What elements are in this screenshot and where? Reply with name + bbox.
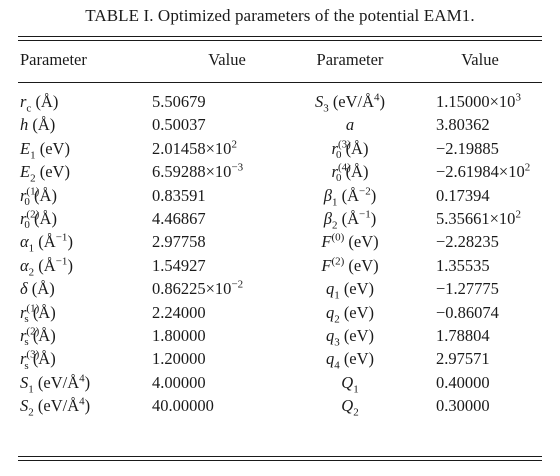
table-row: S1 (eV/Å4) 4.00000 Q1 0.40000 (18, 371, 542, 395)
header-parameter-1: Parameter (20, 50, 87, 69)
table-row: r(1)0 (Å) 0.83591 β1 (Å−2) 0.17394 (18, 184, 542, 208)
table-row: α1 (Å−1) 2.97758 F(0) (eV) −2.28235 (18, 230, 542, 255)
parameter-cell: S3 (eV/Å4) (314, 91, 386, 115)
table-body: rc (Å) 5.50679 S3 (eV/Å4) 1.15000×103 h (Å) 0… (18, 90, 542, 419)
value-cell: 4.00000 (152, 372, 206, 392)
parameter-cell: β2 (Å−1) (323, 208, 377, 232)
value-cell: 0.30000 (436, 396, 490, 416)
value-cell: 5.35661×102 (436, 208, 521, 228)
bottom-rule (18, 460, 542, 461)
header-value-2: Value (461, 50, 499, 69)
parameter-cell: q2 (eV) (325, 302, 375, 325)
table-row: S2 (eV/Å4) 40.00000 Q2 0.30000 (18, 394, 542, 419)
value-cell: 40.00000 (152, 396, 214, 416)
table-row: α2 (Å−1) 1.54927 F(2) (eV) 1.35535 (18, 254, 542, 279)
header-value-1: Value (208, 50, 246, 69)
parameter-cell: α1 (Å−1) (20, 231, 73, 255)
parameter-cell: E2 (eV) (20, 162, 70, 185)
table-row: δ (Å) 0.86225×10−2 q1 (eV) −1.27775 (18, 277, 542, 302)
header-parameter-2: Parameter (316, 50, 384, 69)
parameter-cell: r(1)s (Å) (20, 302, 56, 325)
table-caption: TABLE I. Optimized parameters of the pot… (85, 6, 475, 25)
value-cell: 1.35535 (436, 255, 490, 275)
parameter-cell: r(2)s (Å) (20, 325, 56, 349)
parameter-cell: q3 (eV) (325, 325, 375, 349)
value-cell: 1.80000 (152, 325, 206, 345)
parameter-cell: q4 (eV) (325, 349, 375, 372)
value-cell: 6.59288×10−3 (152, 161, 244, 182)
value-cell: 5.50679 (152, 92, 206, 111)
value-cell: 1.54927 (152, 255, 206, 275)
parameter-cell: F(2) (eV) (321, 255, 379, 275)
header-rule (18, 82, 542, 83)
parameter-cell: h (Å) (20, 115, 56, 135)
value-cell: −2.61984×102 (436, 161, 531, 182)
parameter-cell: S2 (eV/Å4) (20, 395, 91, 419)
parameter-cell: β1 (Å−2) (323, 185, 377, 208)
parameter-cell: rc (Å) (20, 92, 59, 115)
value-cell: 1.15000×103 (436, 91, 521, 111)
table-row: E1 (eV) 2.01458×102 r(3)0 (Å) −2.19885 (18, 137, 542, 162)
value-cell: 0.40000 (436, 372, 490, 392)
value-cell: 3.80362 (436, 115, 490, 135)
parameter-cell: F(0) (eV) (321, 231, 379, 252)
value-cell: −2.19885 (436, 138, 499, 158)
value-cell: 0.17394 (436, 185, 490, 205)
parameter-cell: a (345, 115, 355, 135)
value-cell: −0.86074 (436, 302, 499, 322)
parameter-cell: S1 (eV/Å4) (20, 372, 91, 395)
parameter-cell: α2 (Å−1) (20, 255, 73, 279)
table-row: r(2)s (Å) 1.80000 q3 (eV) 1.78804 (18, 324, 542, 349)
parameter-cell: E1 (eV) (20, 138, 70, 162)
bottom-rule-inner (18, 456, 542, 457)
parameter-cell: r(3)0 (Å) (331, 138, 369, 162)
top-rule-inner (18, 40, 542, 41)
parameter-cell: r(4)0 (Å) (331, 161, 369, 185)
value-cell: 2.97758 (152, 232, 206, 252)
table-row: r(1)s (Å) 2.24000 q2 (eV) −0.86074 (18, 301, 542, 325)
parameter-cell: δ (Å) (20, 279, 55, 299)
value-cell: 0.83591 (152, 185, 206, 205)
value-cell: 0.86225×10−2 (152, 278, 244, 299)
value-cell: 1.78804 (436, 325, 490, 345)
top-rule (18, 36, 542, 37)
parameter-cell: Q2 (341, 396, 359, 419)
table-row: r(2)0 (Å) 4.46867 β2 (Å−1) 5.35661×102 (18, 207, 542, 232)
value-cell: 1.20000 (152, 349, 206, 369)
value-cell: −2.28235 (436, 232, 499, 252)
table-row: r(3)s (Å) 1.20000 q4 (eV) 2.97571 (18, 347, 542, 372)
parameter-cell: r(2)0 (Å) (20, 208, 57, 232)
parameter-cell: q1 (eV) (325, 279, 375, 302)
value-cell: 2.97571 (436, 349, 490, 369)
value-cell: 4.46867 (152, 208, 206, 228)
header-row: Parameter Value Parameter Value (18, 47, 542, 73)
value-cell: 2.24000 (152, 302, 206, 322)
value-cell: 0.50037 (152, 115, 206, 135)
table-row: rc (Å) 5.50679 S3 (eV/Å4) 1.15000×103 (18, 90, 542, 115)
parameter-cell: r(3)s (Å) (20, 348, 56, 372)
table-row: h (Å) 0.50037 a 3.80362 (18, 113, 542, 136)
parameter-cell: r(1)0 (Å) (20, 185, 57, 208)
parameter-cell: Q1 (341, 372, 359, 395)
value-cell: −1.27775 (436, 279, 499, 299)
value-cell: 2.01458×102 (152, 138, 237, 158)
table-row: E2 (eV) 6.59288×10−3 r(4)0 (Å) −2.61984×102 (18, 160, 542, 185)
